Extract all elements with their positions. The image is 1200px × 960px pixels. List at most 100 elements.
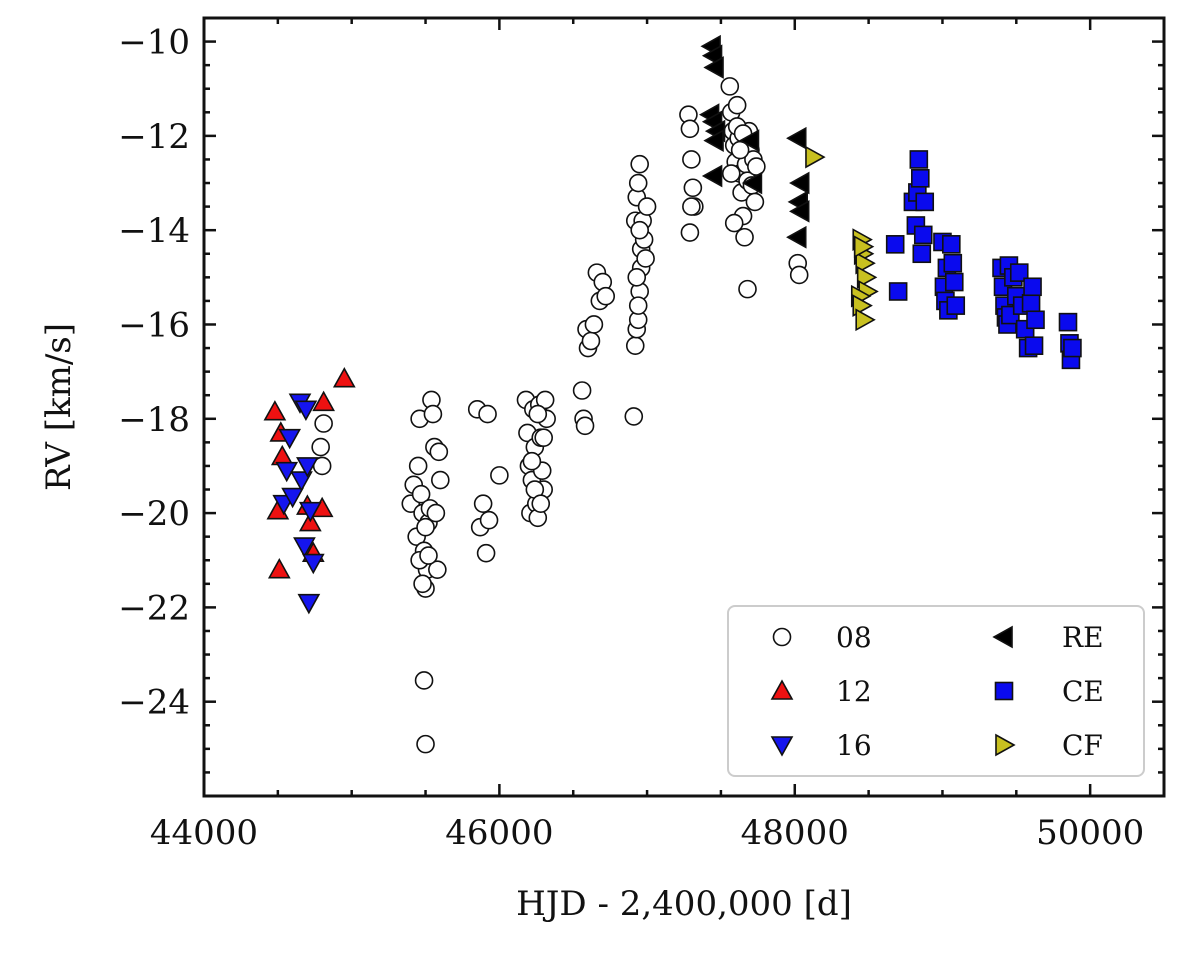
legend-label-08: 08	[836, 621, 872, 654]
point-08	[584, 315, 604, 334]
point-RE	[701, 164, 723, 188]
y-tick-label: −20	[118, 494, 190, 534]
x-tick-label: 46000	[445, 813, 553, 853]
y-axis-label: RV [km/s]	[39, 323, 79, 491]
point-RE	[786, 225, 807, 249]
point-08	[423, 404, 443, 424]
point-CE	[915, 192, 935, 212]
point-08	[789, 265, 809, 285]
point-08	[431, 470, 450, 490]
point-RE	[703, 129, 724, 152]
point-CF	[805, 145, 826, 169]
point-08	[416, 734, 435, 754]
point-08	[680, 223, 700, 242]
point-08	[636, 249, 655, 268]
legend-marker-16	[770, 736, 794, 757]
y-tick-label: −16	[118, 305, 190, 345]
point-16	[290, 471, 313, 492]
point-CE	[1023, 277, 1042, 297]
point-CE	[909, 150, 929, 169]
point-CE	[911, 169, 930, 188]
point-08	[413, 574, 432, 594]
point-08	[625, 336, 645, 356]
point-08	[727, 95, 747, 115]
point-08	[572, 381, 592, 400]
point-08	[747, 157, 766, 176]
point-08	[745, 192, 765, 212]
point-08	[416, 517, 435, 537]
point-08	[429, 442, 449, 462]
series-CF	[805, 145, 879, 332]
point-08	[735, 227, 754, 247]
y-tick-label: −10	[118, 23, 190, 63]
legend-marker-12	[770, 679, 794, 700]
point-08	[581, 331, 601, 351]
point-08	[408, 456, 428, 476]
point-16	[297, 593, 321, 615]
point-08	[531, 494, 551, 513]
legend-label-CE: CE	[1062, 675, 1104, 708]
point-08	[630, 220, 649, 240]
point-RE	[789, 199, 810, 223]
point-16	[278, 428, 302, 450]
legend-label-CF: CF	[1062, 729, 1103, 762]
point-CE	[913, 225, 933, 245]
point-08	[680, 119, 700, 139]
point-08	[473, 494, 493, 513]
point-CE	[912, 244, 932, 264]
point-RE	[786, 126, 807, 150]
point-CE	[1026, 310, 1045, 330]
legend-label-16: 16	[836, 729, 872, 762]
x-tick-label: 44000	[150, 813, 258, 853]
point-08	[522, 451, 542, 471]
y-tick-label: −24	[118, 683, 190, 723]
point-08	[630, 154, 649, 174]
point-CE	[1021, 293, 1041, 313]
point-16	[294, 400, 318, 422]
point-08	[528, 404, 548, 424]
point-08	[627, 268, 647, 287]
legend-label-RE: RE	[1062, 621, 1104, 654]
y-tick-label: −18	[118, 400, 190, 440]
point-RE	[703, 56, 724, 79]
point-16	[298, 501, 322, 523]
point-08	[534, 428, 553, 447]
y-tick-label: −14	[118, 211, 190, 251]
point-08	[596, 286, 616, 306]
point-08	[419, 546, 438, 565]
point-RE	[738, 129, 760, 152]
x-axis-label: HJD - 2,400,000 [d]	[516, 884, 852, 924]
point-12	[270, 444, 294, 466]
point-16	[296, 457, 319, 478]
point-08	[738, 279, 757, 299]
point-16	[281, 487, 304, 509]
point-CE	[942, 235, 961, 254]
point-CF	[853, 235, 875, 259]
point-CE	[1063, 338, 1082, 358]
legend-box	[727, 605, 1145, 777]
x-tick-label: 48000	[741, 813, 849, 853]
legend-marker-CE	[994, 681, 1014, 701]
point-CE	[943, 253, 963, 273]
point-16	[293, 537, 316, 558]
point-12	[332, 367, 356, 388]
point-RE	[741, 171, 763, 195]
point-CE	[885, 235, 905, 254]
series-16	[272, 393, 325, 615]
point-08	[720, 77, 740, 96]
x-tick-label: 50000	[1036, 813, 1144, 853]
point-08	[628, 296, 648, 315]
point-08	[411, 484, 431, 504]
y-tick-label: −22	[118, 588, 190, 628]
point-08	[721, 164, 741, 183]
point-08	[624, 407, 644, 426]
legend-marker-08	[772, 627, 792, 647]
point-08	[311, 437, 330, 457]
point-08	[476, 543, 496, 563]
legend-markers	[770, 625, 1016, 757]
point-08	[479, 510, 499, 530]
legend-marker-RE	[992, 625, 1013, 649]
point-12	[263, 400, 287, 421]
point-08	[628, 173, 648, 193]
